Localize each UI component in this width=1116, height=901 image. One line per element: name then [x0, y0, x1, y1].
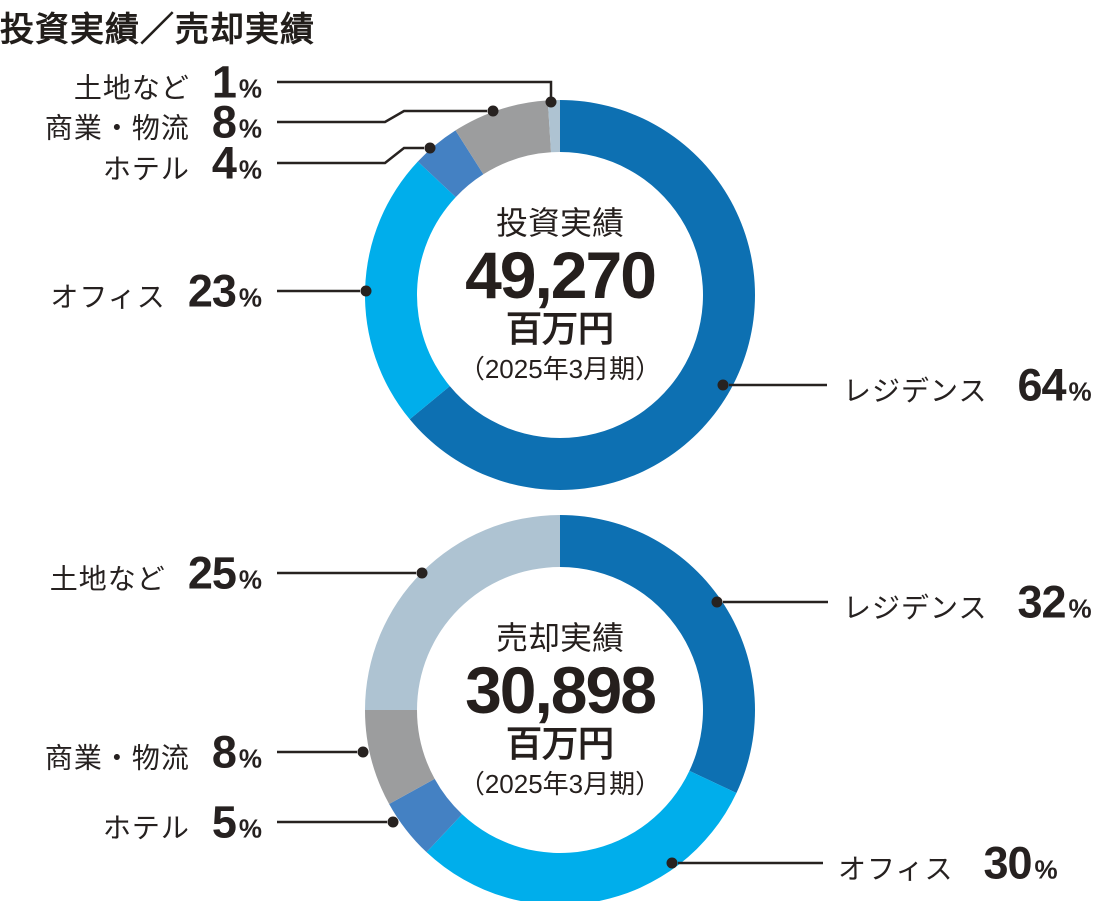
leader-dots-sales — [357, 567, 723, 869]
center-period: （2025年3月期） — [458, 769, 662, 799]
leader-dot-office-sales — [666, 857, 678, 869]
segment-percent-value: 8 — [211, 726, 237, 778]
donut-segment-hotel — [389, 778, 463, 853]
segment-percent-value: 25 — [187, 547, 237, 599]
center-unit: 百万円 — [505, 308, 614, 349]
donut-segment-land-etc — [547, 100, 560, 153]
leader-dot-commercial-investment — [487, 105, 499, 117]
segment-name: オフィス — [50, 281, 166, 313]
center-value: 49,270 — [465, 238, 657, 312]
segment-percent-value: 8 — [211, 96, 237, 148]
percent-sign: % — [238, 564, 262, 595]
segment-percent-value: 5 — [211, 796, 237, 848]
segment-name: ホテル — [102, 153, 190, 185]
segment-name: 商業・物流 — [44, 742, 190, 774]
sales-label-residence: レジデンス 32% — [843, 580, 1092, 625]
segment-name: レジデンス — [843, 375, 988, 407]
segment-percent: 5% — [212, 800, 262, 845]
segment-percent: 25% — [188, 551, 262, 596]
investment-label-commercial: 商業・物流 8% — [45, 100, 262, 145]
percent-sign: % — [238, 73, 262, 104]
segment-percent: 4% — [212, 141, 262, 186]
leader-dot-residence-investment — [717, 379, 729, 391]
segment-percent-value: 30 — [983, 837, 1032, 889]
leader-dot-land-sales — [416, 567, 428, 579]
sales-label-commercial: 商業・物流 8% — [45, 730, 262, 775]
percent-sign: % — [238, 813, 262, 844]
leader-line-land-investment — [277, 80, 553, 97]
center-unit: 百万円 — [505, 723, 614, 764]
sales-label-office: オフィス 30% — [838, 841, 1058, 886]
segment-percent-value: 4 — [211, 137, 237, 189]
segment-name: ホテル — [102, 812, 190, 844]
investment-label-residence: レジデンス 64% — [843, 363, 1092, 408]
percent-sign: % — [1034, 854, 1058, 885]
percent-sign: % — [238, 282, 262, 313]
investment-label-land: 土地など 1% — [74, 60, 262, 105]
segment-percent: 1% — [212, 60, 262, 105]
segment-name: オフィス — [838, 853, 954, 885]
investment-label-office: オフィス 23% — [50, 269, 262, 314]
leader-lines-investment — [277, 80, 827, 387]
donut-segment-commercial-logistics — [365, 710, 435, 804]
donut-segment-office — [426, 770, 737, 901]
segment-percent: 64% — [1017, 363, 1091, 408]
percent-sign: % — [1068, 593, 1092, 624]
segment-percent-value: 23 — [187, 265, 237, 317]
percent-sign: % — [1068, 376, 1092, 407]
sales-label-land: 土地など 25% — [50, 551, 262, 596]
donut-sales — [365, 515, 756, 901]
donut-segment-office — [365, 161, 456, 420]
leader-dot-commercial-sales — [357, 746, 369, 758]
segment-percent: 32% — [1017, 580, 1091, 625]
page-title: 投資実績／売却実績 — [0, 11, 315, 49]
leader-lines-sales — [277, 571, 828, 865]
segment-name: 商業・物流 — [44, 112, 190, 144]
leader-dots-investment — [360, 96, 729, 391]
segment-percent: 30% — [983, 841, 1057, 886]
donut-segment-commercial-logistics — [455, 100, 552, 175]
sales-label-hotel: ホテル 5% — [103, 800, 262, 845]
leader-dot-hotel-sales — [387, 816, 399, 828]
segment-percent: 23% — [188, 269, 262, 314]
segment-name: 土地など — [73, 72, 190, 104]
donut-segment-land-etc — [365, 515, 560, 710]
center-period: （2025年3月期） — [458, 354, 662, 384]
leader-dot-office-investment — [360, 285, 372, 297]
segment-percent-value: 64 — [1017, 359, 1066, 411]
donut-segment-residence — [560, 515, 756, 794]
percent-sign: % — [238, 113, 262, 144]
leader-line-hotel-investment — [277, 146, 424, 165]
investment-label-hotel: ホテル 4% — [103, 141, 262, 186]
investment-center-block: 投資実績 49,270 百万円 （2025年3月期） — [459, 203, 661, 387]
sales-center-block: 売却実績 30,898 百万円 （2025年3月期） — [459, 618, 661, 802]
center-value: 30,898 — [465, 653, 657, 727]
leader-dot-land-investment — [545, 96, 557, 108]
segment-percent-value: 1 — [211, 56, 237, 108]
leader-dot-residence-sales — [711, 596, 723, 608]
leader-line-commercial-investment — [277, 109, 487, 124]
center-title: 投資実績 — [495, 205, 624, 241]
segment-percent-value: 32 — [1017, 576, 1066, 628]
segment-percent: 8% — [212, 730, 262, 775]
center-title: 売却実績 — [495, 620, 624, 656]
segment-percent: 8% — [212, 100, 262, 145]
donut-segment-residence — [409, 100, 756, 490]
percent-sign: % — [238, 154, 262, 185]
leader-dot-hotel-investment — [424, 142, 436, 154]
segment-name: レジデンス — [843, 592, 988, 624]
percent-sign: % — [238, 743, 262, 774]
segment-name: 土地など — [49, 563, 166, 595]
